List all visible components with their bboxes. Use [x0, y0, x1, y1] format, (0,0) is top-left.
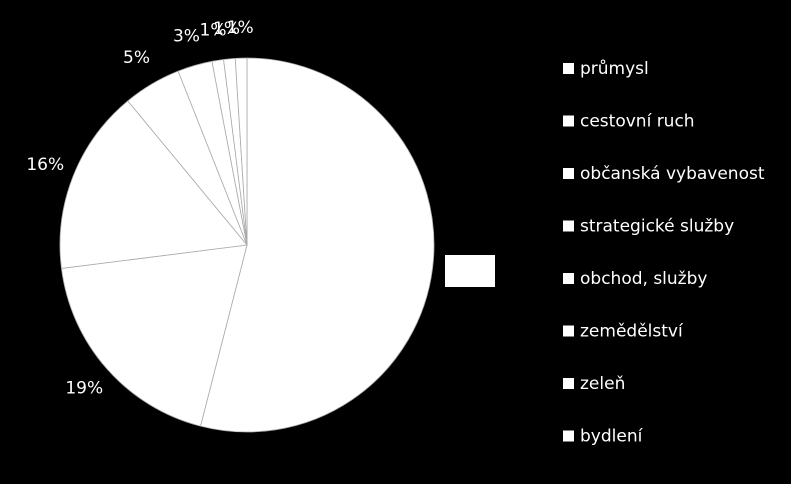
- data-label: 1%: [227, 18, 254, 38]
- legend-label: obchod, služby: [580, 269, 707, 289]
- data-label: 1%: [213, 19, 240, 39]
- data-label: 16%: [26, 155, 64, 175]
- legend-label: zemědělství: [580, 322, 684, 342]
- legend-swatch: [563, 115, 574, 127]
- pie-slice: [61, 244, 248, 427]
- legend-label: strategické služby: [580, 217, 734, 237]
- legend-swatch: [563, 378, 574, 389]
- legend-swatch: [563, 220, 574, 232]
- legend-swatch: [563, 63, 574, 74]
- legend-label: občanská vybavenost: [580, 164, 765, 184]
- legend-label: cestovní ruch: [580, 112, 695, 132]
- pie-slice: [234, 57, 248, 246]
- label-box: [445, 255, 495, 287]
- data-label: 5%: [123, 48, 150, 68]
- legend-label: bydlení: [580, 427, 644, 447]
- data-label: 19%: [65, 379, 103, 399]
- legend-label: průmysl: [580, 59, 649, 79]
- legend-swatch: [563, 168, 574, 179]
- legend-swatch: [563, 325, 574, 337]
- legend-swatch: [563, 430, 574, 442]
- pie-slice: [59, 100, 248, 269]
- legend-label: zeleň: [580, 374, 625, 394]
- legend-swatch: [563, 273, 574, 284]
- data-label: 1%: [200, 21, 227, 41]
- data-label: 3%: [173, 27, 200, 47]
- pie-slice: [200, 57, 435, 433]
